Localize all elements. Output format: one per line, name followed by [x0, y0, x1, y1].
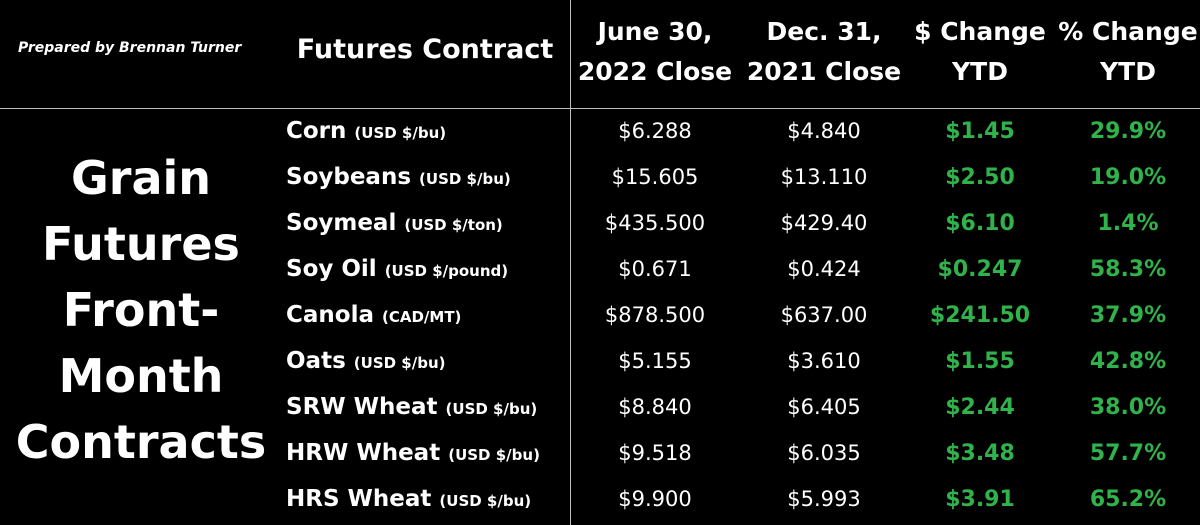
dec-close-cell: $5.993 [787, 487, 861, 511]
percent-change-cell: 19.0% [1089, 165, 1167, 190]
contract-unit: (USD $/ton) [404, 216, 503, 234]
dec-close-cell: $6.035 [787, 441, 861, 465]
table-row: Oats (USD $/bu) $5.155 $3.610 $1.55 42.8… [0, 338, 1200, 385]
june-close-cell: $9.900 [618, 487, 692, 511]
contract-cell: Soymeal (USD $/ton) [286, 200, 568, 247]
dollar-change-cell: $3.91 [945, 487, 1015, 512]
percent-change-cell: 29.9% [1089, 119, 1167, 144]
contract-cell: HRS Wheat (USD $/bu) [286, 476, 568, 523]
dollar-change-cell: $2.44 [945, 395, 1015, 420]
contract-name: Soymeal [286, 210, 397, 236]
contract-unit: (USD $/bu) [448, 446, 540, 464]
table-row: SRW Wheat (USD $/bu) $8.840 $6.405 $2.44… [0, 384, 1200, 431]
dollar-change-cell: $6.10 [945, 211, 1015, 236]
header-june-line2: 2022 Close [577, 57, 733, 86]
contract-name: HRS Wheat [286, 486, 432, 512]
contract-unit: (USD $/bu) [445, 400, 538, 418]
header-june-close: June 30, 2022 Close [572, 12, 738, 92]
header-dec-close: Dec. 31, 2021 Close [742, 12, 906, 92]
header-dec-line1: Dec. 31, [766, 17, 882, 46]
percent-change-cell: 65.2% [1089, 487, 1167, 512]
percent-change-cell: 38.0% [1089, 395, 1167, 420]
contract-cell: Corn (USD $/bu) [286, 108, 568, 155]
table-row: Soy Oil (USD $/pound) $0.671 $0.424 $0.2… [0, 246, 1200, 293]
side-title-line: Contracts [15, 415, 267, 469]
contract-unit: (USD $/bu) [353, 354, 446, 372]
contract-cell: Canola (CAD/MT) [286, 292, 568, 339]
dollar-change-cell: $1.55 [945, 349, 1015, 374]
header-pchg-line2: YTD [1100, 57, 1156, 86]
june-close-cell: $8.840 [618, 395, 692, 419]
dollar-change-cell: $2.50 [945, 165, 1015, 190]
dec-close-cell: $429.40 [780, 211, 868, 235]
table-header: Prepared by Brennan Turner Futures Contr… [0, 0, 1200, 109]
june-close-cell: $878.500 [604, 303, 706, 327]
contract-name: Soy Oil [286, 256, 377, 282]
contract-cell: Soy Oil (USD $/pound) [286, 246, 568, 293]
june-close-cell: $15.605 [611, 165, 699, 189]
contract-name: HRW Wheat [286, 440, 441, 466]
dec-close-cell: $637.00 [780, 303, 868, 327]
header-pchg-line1: % Change [1058, 17, 1198, 46]
side-title-line: Grain [71, 151, 211, 205]
header-dollar-change: $ Change YTD [908, 12, 1052, 92]
side-title-line: Month [58, 349, 224, 403]
side-title-line: Front- [62, 283, 220, 337]
percent-change-cell: 37.9% [1089, 303, 1167, 328]
contract-unit: (USD $/bu) [419, 170, 511, 188]
header-dchg-line2: YTD [952, 57, 1008, 86]
contract-name: Soybeans [286, 164, 412, 190]
prepared-by-credit: Prepared by Brennan Turner [18, 40, 242, 56]
header-june-line1: June 30, [597, 17, 713, 46]
dollar-change-cell: $241.50 [929, 303, 1031, 328]
contract-unit: (USD $/bu) [354, 124, 447, 142]
table-row: Soybeans (USD $/bu) $15.605 $13.110 $2.5… [0, 154, 1200, 201]
dollar-change-cell: $3.48 [945, 441, 1015, 466]
june-close-cell: $435.500 [604, 211, 706, 235]
side-title: Grain Futures Front- Month Contracts [0, 145, 282, 475]
header-percent-change: % Change YTD [1056, 12, 1200, 92]
june-close-cell: $9.518 [618, 441, 692, 465]
table-row: Canola (CAD/MT) $878.500 $637.00 $241.50… [0, 292, 1200, 339]
header-futures-contract: Futures Contract [296, 34, 554, 65]
contract-cell: SRW Wheat (USD $/bu) [286, 384, 568, 431]
dollar-change-cell: $0.247 [937, 257, 1023, 282]
contract-unit: (CAD/MT) [382, 308, 462, 326]
contract-name: Corn [286, 118, 347, 144]
contract-name: Canola [286, 302, 374, 328]
header-dchg-line1: $ Change [914, 17, 1046, 46]
contract-unit: (USD $/pound) [384, 262, 509, 280]
table-row: HRW Wheat (USD $/bu) $9.518 $6.035 $3.48… [0, 430, 1200, 477]
table-row: Soymeal (USD $/ton) $435.500 $429.40 $6.… [0, 200, 1200, 247]
contract-cell: HRW Wheat (USD $/bu) [286, 430, 568, 477]
dec-close-cell: $0.424 [787, 257, 861, 281]
june-close-cell: $6.288 [618, 119, 692, 143]
contract-name: SRW Wheat [286, 394, 438, 420]
dec-close-cell: $4.840 [787, 119, 861, 143]
header-dec-line2: 2021 Close [746, 57, 902, 86]
june-close-cell: $5.155 [618, 349, 692, 373]
june-close-cell: $0.671 [618, 257, 692, 281]
percent-change-cell: 42.8% [1089, 349, 1167, 374]
table-row: HRS Wheat (USD $/bu) $9.900 $5.993 $3.91… [0, 476, 1200, 523]
contract-unit: (USD $/bu) [439, 492, 532, 510]
dec-close-cell: $6.405 [787, 395, 861, 419]
contract-cell: Oats (USD $/bu) [286, 338, 568, 385]
contract-name: Oats [286, 348, 346, 374]
dollar-change-cell: $1.45 [945, 119, 1015, 144]
percent-change-cell: 57.7% [1089, 441, 1167, 466]
percent-change-cell: 1.4% [1097, 211, 1159, 236]
percent-change-cell: 58.3% [1089, 257, 1167, 282]
column-divider [570, 0, 571, 525]
dec-close-cell: $3.610 [787, 349, 861, 373]
dec-close-cell: $13.110 [780, 165, 868, 189]
table-row: Corn (USD $/bu) $6.288 $4.840 $1.45 29.9… [0, 108, 1200, 155]
contract-cell: Soybeans (USD $/bu) [286, 154, 568, 201]
side-title-line: Futures [42, 217, 240, 271]
